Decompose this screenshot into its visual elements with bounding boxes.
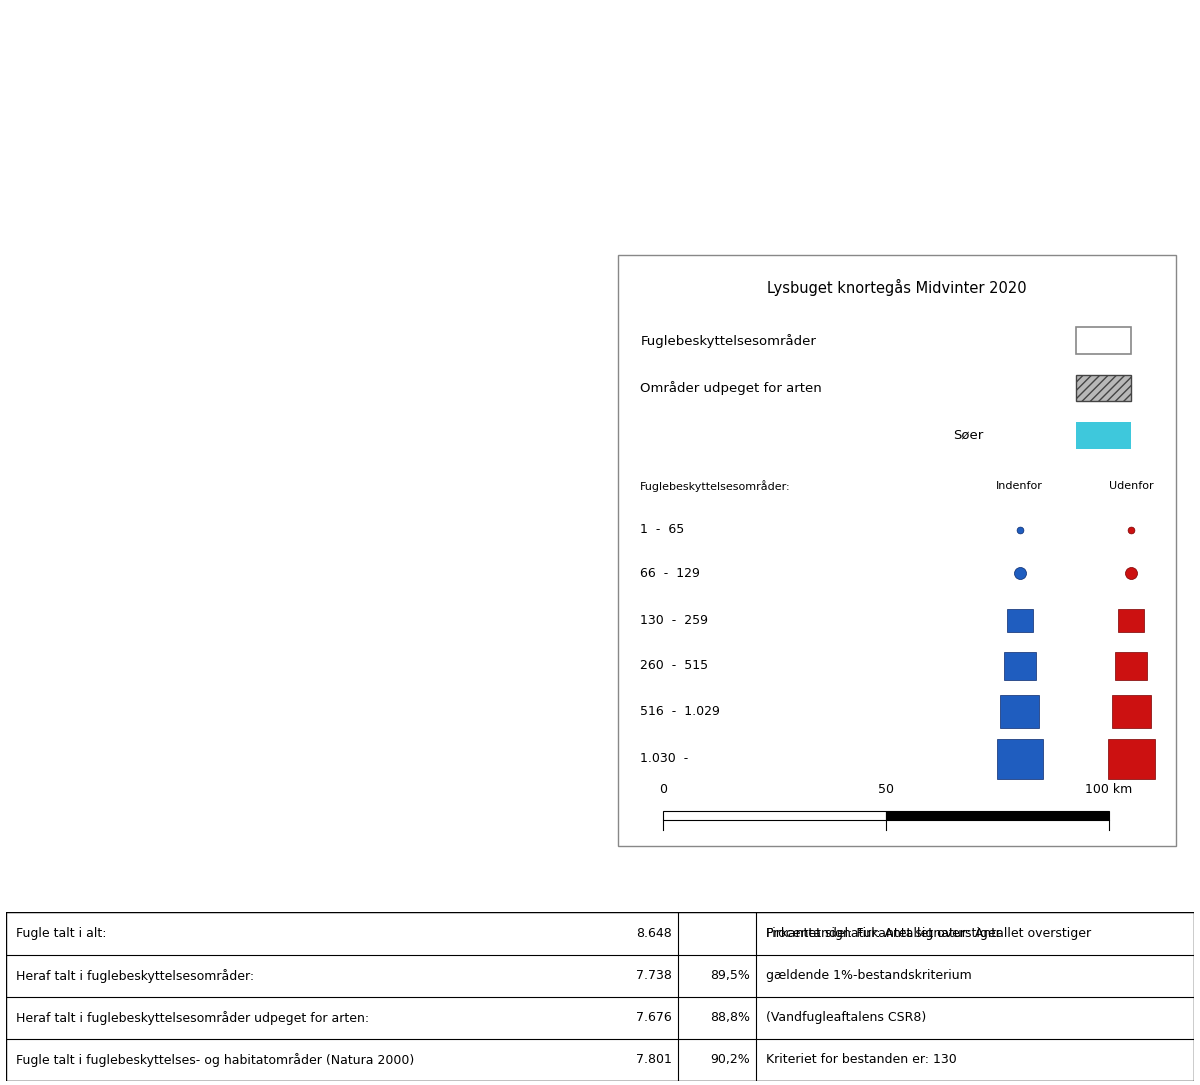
Text: Fuglebeskyttelsesområder:: Fuglebeskyttelsesområder: [641, 480, 791, 492]
Text: 7.801: 7.801 [636, 1054, 672, 1067]
Text: 100 km: 100 km [1086, 783, 1133, 796]
Text: 1  -  65: 1 - 65 [641, 523, 684, 536]
FancyBboxPatch shape [1112, 694, 1151, 728]
Text: 7.738: 7.738 [636, 969, 672, 982]
Text: Områder udpeget for arten: Områder udpeget for arten [641, 381, 822, 395]
Text: 1.030  -: 1.030 - [641, 752, 689, 765]
Text: Lysbuget knortegås Midvinter 2020: Lysbuget knortegås Midvinter 2020 [767, 279, 1027, 295]
FancyBboxPatch shape [1007, 609, 1033, 631]
Text: Fuglebeskyttelsesområder: Fuglebeskyttelsesområder [641, 334, 816, 347]
Text: Heraf talt i fuglebeskyttelsesområder:: Heraf talt i fuglebeskyttelsesområder: [16, 969, 253, 983]
Text: 516  -  1.029: 516 - 1.029 [641, 705, 720, 718]
FancyBboxPatch shape [1003, 652, 1036, 680]
Bar [886, 810, 1109, 819]
Text: 8.648: 8.648 [636, 927, 672, 940]
Text: gældende 1%-bestandskriterium: gældende 1%-bestandskriterium [766, 969, 971, 982]
FancyBboxPatch shape [1075, 422, 1132, 448]
Text: Fugle talt i fuglebeskyttelses- og habitatområder (Natura 2000): Fugle talt i fuglebeskyttelses- og habit… [16, 1052, 414, 1067]
Text: 0: 0 [659, 783, 667, 796]
Text: 90,2%: 90,2% [710, 1054, 750, 1067]
Text: 88,8%: 88,8% [710, 1011, 750, 1024]
Text: Søer: Søer [953, 429, 983, 442]
FancyBboxPatch shape [1118, 609, 1145, 631]
Text: Fugle talt i alt:: Fugle talt i alt: [16, 927, 106, 940]
Text: 260  -  515: 260 - 515 [641, 660, 708, 673]
FancyBboxPatch shape [1075, 328, 1132, 354]
Point [1122, 564, 1141, 582]
Text: Udenfor: Udenfor [1109, 481, 1153, 490]
Text: 130  -  259: 130 - 259 [641, 614, 708, 627]
Text: Heraf talt i fuglebeskyttelsesområder udpeget for arten:: Heraf talt i fuglebeskyttelsesområder ud… [16, 1010, 368, 1024]
Bar [662, 810, 886, 819]
Point [1122, 521, 1141, 538]
Text: (Vandfugleaftalens CSR8): (Vandfugleaftalens CSR8) [766, 1011, 926, 1024]
FancyBboxPatch shape [1001, 694, 1039, 728]
Point [1010, 564, 1030, 582]
Text: Indenfor: Indenfor [996, 481, 1043, 490]
Text: Firkantet signatur: Antallet overstiger: Firkantet signatur: Antallet overstiger [766, 927, 1001, 940]
Point [1010, 521, 1030, 538]
FancyBboxPatch shape [1075, 374, 1132, 401]
FancyBboxPatch shape [996, 739, 1043, 779]
Text: 66  -  129: 66 - 129 [641, 566, 700, 579]
Text: 7.676: 7.676 [636, 1011, 672, 1024]
FancyBboxPatch shape [1108, 739, 1154, 779]
Text: 50: 50 [878, 783, 894, 796]
Text: 89,5%: 89,5% [710, 969, 750, 982]
Text: Procentandel: Firkantet signatur: Antallet overstiger: Procentandel: Firkantet signatur: Antall… [766, 927, 1091, 940]
Text: Kriteriet for bestanden er: 130: Kriteriet for bestanden er: 130 [766, 1054, 956, 1067]
FancyBboxPatch shape [1115, 652, 1147, 680]
